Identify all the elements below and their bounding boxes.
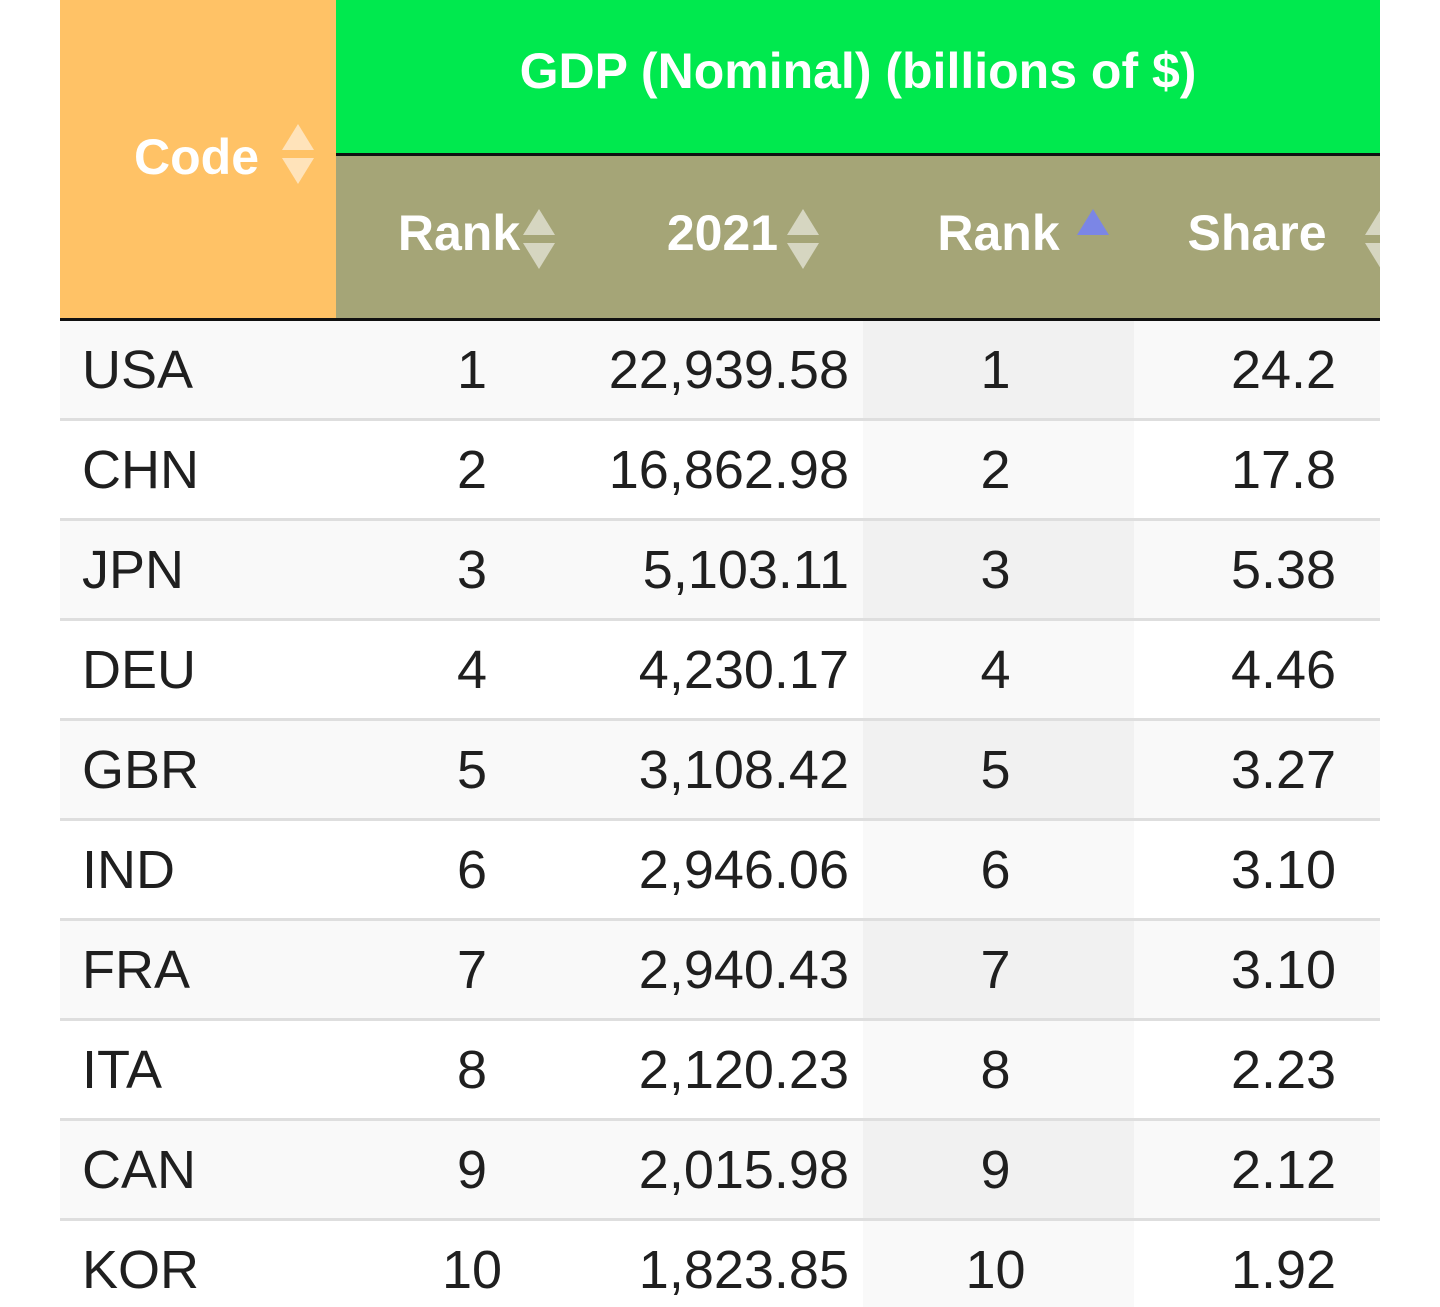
cell-rank: 6	[336, 819, 582, 921]
cell-gdp-2021: 2,946.06	[582, 819, 863, 921]
cell-rank: 4	[336, 619, 582, 721]
column-header-rank-2-label: Rank	[937, 205, 1060, 261]
table-row: CHN 2 16,862.98 2 17.8	[60, 419, 1380, 521]
cell-share: 3.10	[1134, 919, 1380, 1021]
cell-code: KOR	[60, 1219, 336, 1307]
cell-share: 1.92	[1134, 1219, 1380, 1307]
cell-code: FRA	[60, 919, 336, 1021]
column-header-rank-1[interactable]: Rank	[336, 154, 582, 321]
cell-code: IND	[60, 819, 336, 921]
cell-rank-sorted: 9	[863, 1119, 1134, 1221]
table-row: JPN 3 5,103.11 3 5.38	[60, 519, 1380, 621]
table-row: KOR 10 1,823.85 10 1.92	[60, 1219, 1380, 1307]
table-header: Code GDP (Nominal) (billions of $) Rank …	[60, 0, 1380, 321]
gdp-table: Code GDP (Nominal) (billions of $) Rank …	[60, 0, 1380, 1307]
column-header-rank-2[interactable]: Rank	[863, 154, 1134, 321]
cell-share: 5.38	[1134, 519, 1380, 621]
cell-gdp-2021: 2,015.98	[582, 1119, 863, 1221]
table-row: IND 6 2,946.06 6 3.10	[60, 819, 1380, 921]
cell-rank: 7	[336, 919, 582, 1021]
cell-rank: 2	[336, 419, 582, 521]
cell-share: 3.10	[1134, 819, 1380, 921]
cell-share: 17.8	[1134, 419, 1380, 521]
cell-rank-sorted: 6	[863, 819, 1134, 921]
cell-code: GBR	[60, 719, 336, 821]
sort-icon[interactable]	[282, 124, 314, 186]
table-row: GBR 5 3,108.42 5 3.27	[60, 719, 1380, 821]
cell-rank-sorted: 8	[863, 1019, 1134, 1121]
cell-rank-sorted: 2	[863, 419, 1134, 521]
cell-gdp-2021: 4,230.17	[582, 619, 863, 721]
cell-rank: 8	[336, 1019, 582, 1121]
column-group-label: GDP (Nominal) (billions of $)	[519, 42, 1197, 99]
cell-gdp-2021: 5,103.11	[582, 519, 863, 621]
column-header-rank-1-label: Rank	[397, 205, 521, 261]
cell-rank: 1	[336, 319, 582, 421]
column-group-gdp-nominal: GDP (Nominal) (billions of $)	[336, 0, 1380, 156]
cell-rank: 9	[336, 1119, 582, 1221]
cell-share: 2.12	[1134, 1119, 1380, 1221]
cell-gdp-2021: 3,108.42	[582, 719, 863, 821]
column-header-code-label: Code	[134, 129, 259, 185]
column-header-share-label: Share	[1187, 205, 1327, 261]
cell-rank-sorted: 1	[863, 319, 1134, 421]
cell-gdp-2021: 2,120.23	[582, 1019, 863, 1121]
cell-share: 4.46	[1134, 619, 1380, 721]
table-row: ITA 8 2,120.23 8 2.23	[60, 1019, 1380, 1121]
cell-rank-sorted: 4	[863, 619, 1134, 721]
column-header-share[interactable]: Share	[1134, 154, 1380, 321]
cell-rank: 10	[336, 1219, 582, 1307]
cell-code: CHN	[60, 419, 336, 521]
sort-icon[interactable]	[1365, 209, 1380, 271]
table-body: USA 1 22,939.58 1 24.2 CHN 2 16,862.98 2…	[60, 319, 1380, 1307]
table-row: CAN 9 2,015.98 9 2.12	[60, 1119, 1380, 1221]
cell-rank-sorted: 10	[863, 1219, 1134, 1307]
cell-gdp-2021: 16,862.98	[582, 419, 863, 521]
sort-icon[interactable]	[787, 209, 819, 271]
sort-ascending-icon[interactable]	[1077, 209, 1109, 271]
cell-code: DEU	[60, 619, 336, 721]
cell-rank: 5	[336, 719, 582, 821]
cell-share: 2.23	[1134, 1019, 1380, 1121]
column-header-2021-label: 2021	[666, 205, 779, 261]
cell-share: 24.2	[1134, 319, 1380, 421]
cell-rank-sorted: 5	[863, 719, 1134, 821]
cell-gdp-2021: 2,940.43	[582, 919, 863, 1021]
cell-code: USA	[60, 319, 336, 421]
cell-code: JPN	[60, 519, 336, 621]
cell-rank-sorted: 7	[863, 919, 1134, 1021]
cell-rank-sorted: 3	[863, 519, 1134, 621]
cell-gdp-2021: 22,939.58	[582, 319, 863, 421]
cell-code: CAN	[60, 1119, 336, 1221]
table-row: USA 1 22,939.58 1 24.2	[60, 319, 1380, 421]
column-header-code[interactable]: Code	[60, 0, 336, 321]
table-row: FRA 7 2,940.43 7 3.10	[60, 919, 1380, 1021]
table-row: DEU 4 4,230.17 4 4.46	[60, 619, 1380, 721]
column-header-2021[interactable]: 2021	[582, 154, 863, 321]
gdp-table-container: Code GDP (Nominal) (billions of $) Rank …	[60, 0, 1380, 1307]
cell-share: 3.27	[1134, 719, 1380, 821]
cell-gdp-2021: 1,823.85	[582, 1219, 863, 1307]
sort-icon[interactable]	[523, 209, 555, 271]
cell-rank: 3	[336, 519, 582, 621]
cell-code: ITA	[60, 1019, 336, 1121]
